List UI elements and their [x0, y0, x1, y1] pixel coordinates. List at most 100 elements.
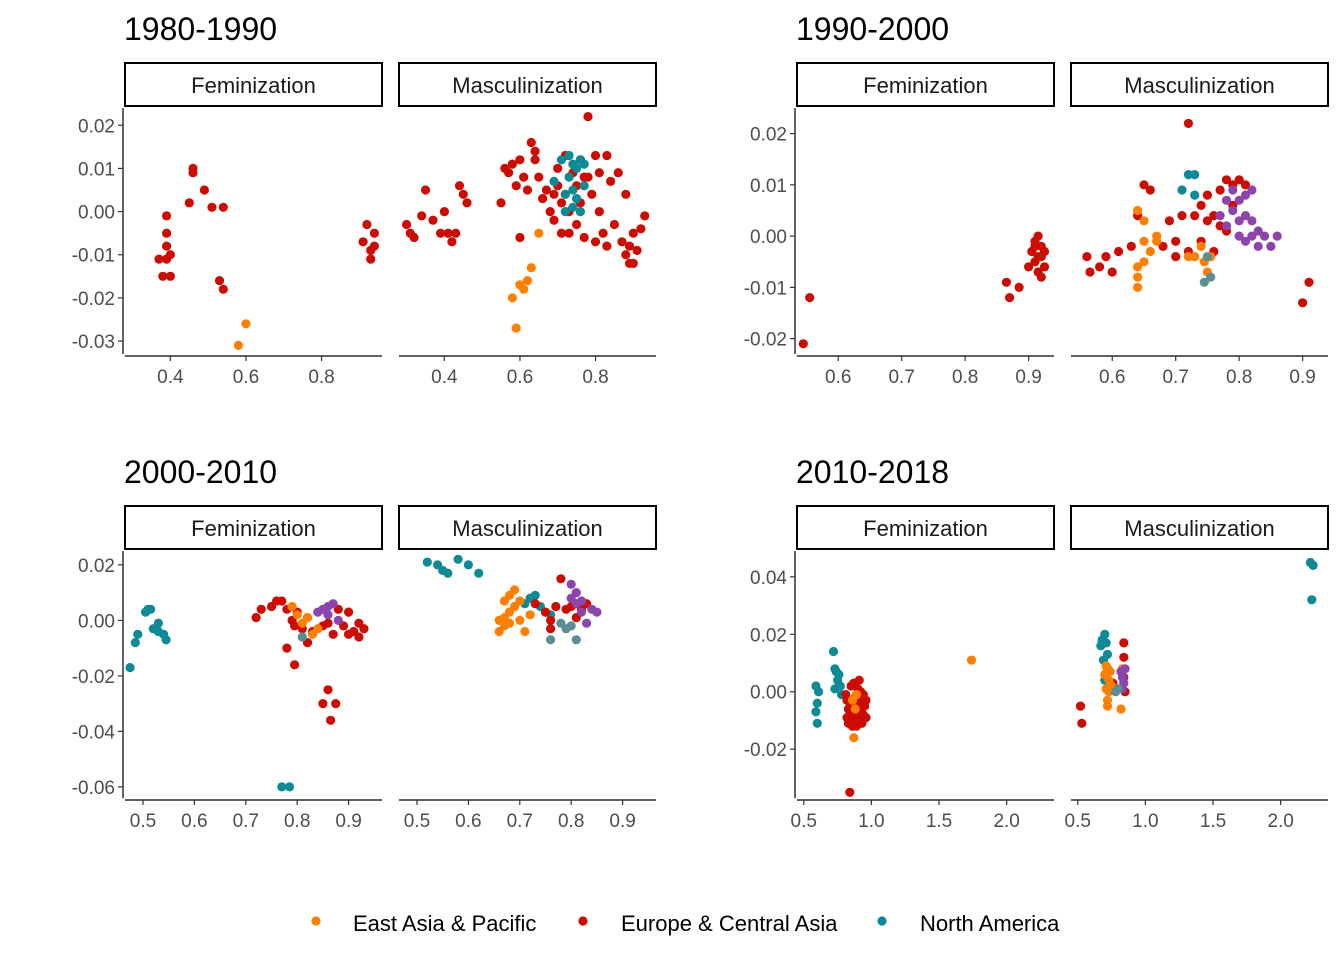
x-tick-label: 0.8 — [308, 367, 334, 388]
data-point — [323, 618, 333, 628]
data-point — [583, 112, 593, 122]
data-point — [199, 185, 209, 195]
data-point — [420, 185, 431, 195]
y-tick-label: -0.04 — [72, 722, 116, 743]
data-point — [1152, 231, 1162, 241]
data-point — [1177, 211, 1187, 221]
data-point — [344, 629, 354, 639]
data-point — [632, 245, 642, 255]
data-point — [1308, 560, 1318, 571]
x-tick-label: 0.7 — [1162, 367, 1188, 388]
facet-feminization: Feminization 0.5 1.0 1.5 2.0 — [791, 505, 1055, 832]
data-point — [1039, 262, 1050, 272]
data-point — [566, 579, 576, 589]
y-tick-label: -0.02 — [72, 667, 115, 688]
data-point — [146, 604, 156, 614]
data-point — [1120, 664, 1130, 674]
x-tick-label: 0.9 — [335, 811, 361, 832]
data-point — [1221, 195, 1232, 205]
data-point — [621, 250, 631, 260]
facet-masculinization: Masculinization 0.6 0.7 0.8 0.9 — [1070, 62, 1329, 388]
data-point — [812, 718, 822, 728]
legend-label: East Asia & Pacific — [353, 911, 536, 936]
data-point — [1133, 272, 1143, 282]
facet-masculinization: Masculinization 0.4 0.6 0.8 — [398, 62, 657, 388]
facet-masculinization: Masculinization 0.5 0.6 0.7 0.8 0.9 — [398, 505, 657, 832]
legend-marker — [877, 916, 887, 926]
data-point — [538, 194, 548, 204]
data-point — [1234, 231, 1244, 241]
data-point — [579, 232, 589, 243]
data-point — [636, 224, 646, 234]
data-point — [1202, 252, 1212, 262]
data-point — [1228, 185, 1238, 195]
y-tick-label: -0.02 — [744, 740, 787, 761]
data-point — [515, 596, 525, 606]
y-tick-label: -0.01 — [744, 278, 787, 299]
data-point — [545, 207, 555, 217]
data-point — [602, 241, 612, 251]
data-point — [587, 189, 597, 199]
data-point — [1240, 190, 1251, 200]
data-point — [422, 557, 432, 567]
panel-title: 2010-2018 — [796, 454, 949, 490]
panel-title: 2000-2010 — [124, 454, 277, 490]
data-point — [549, 189, 559, 199]
x-tick-label: 0.9 — [1015, 367, 1041, 388]
data-point — [251, 613, 261, 623]
data-point — [1183, 118, 1193, 128]
data-point — [458, 189, 468, 199]
data-point — [507, 159, 517, 169]
facet-strip-label: Masculinization — [1124, 73, 1274, 98]
data-point — [613, 168, 623, 178]
data-point — [241, 319, 251, 329]
data-point — [1234, 175, 1244, 185]
data-point — [402, 219, 412, 230]
facet-strip-label: Masculinization — [452, 516, 602, 541]
data-point — [1107, 267, 1117, 277]
data-point — [594, 207, 604, 217]
data-point — [161, 635, 171, 645]
data-point — [1164, 216, 1174, 226]
data-point — [1272, 231, 1282, 241]
y-tick-label: -0.06 — [72, 778, 115, 799]
data-point — [436, 228, 446, 238]
data-point — [1014, 282, 1024, 292]
data-point — [1183, 170, 1193, 180]
y-tick-label: -0.02 — [72, 289, 115, 310]
data-point — [494, 615, 504, 626]
data-point — [1228, 205, 1238, 216]
data-point — [572, 163, 582, 173]
facet-strip — [796, 505, 1055, 550]
data-point — [233, 340, 243, 350]
data-point — [443, 228, 453, 238]
data-point — [1139, 216, 1149, 226]
data-point — [811, 707, 821, 717]
x-tick-label: 0.8 — [558, 811, 584, 832]
data-point — [1100, 629, 1110, 639]
data-point — [579, 159, 589, 169]
facet-strip — [796, 62, 1055, 107]
data-point — [850, 704, 860, 714]
data-point — [530, 146, 540, 156]
facet-masculinization: Masculinization 0.5 1.0 1.5 2.0 — [1065, 505, 1329, 832]
data-point — [162, 228, 172, 238]
data-point — [530, 590, 540, 601]
data-point — [534, 228, 544, 238]
data-point — [566, 621, 576, 631]
data-point — [1190, 170, 1200, 180]
panel-0: 1980-1990 0.02 0.01 0.00 -0.01 -0.02 -0.03 Femi… — [72, 11, 657, 388]
data-point — [474, 568, 484, 578]
data-point — [1247, 231, 1257, 241]
data-point — [540, 607, 551, 617]
data-point — [1196, 200, 1206, 210]
data-point — [568, 202, 578, 212]
data-point — [499, 596, 509, 606]
data-point — [162, 211, 172, 221]
data-point — [509, 585, 520, 595]
x-tick-label: 0.4 — [431, 367, 458, 388]
data-point — [1119, 638, 1129, 648]
data-point — [1259, 231, 1270, 241]
facet-strip — [1070, 62, 1329, 107]
data-point — [546, 624, 556, 634]
